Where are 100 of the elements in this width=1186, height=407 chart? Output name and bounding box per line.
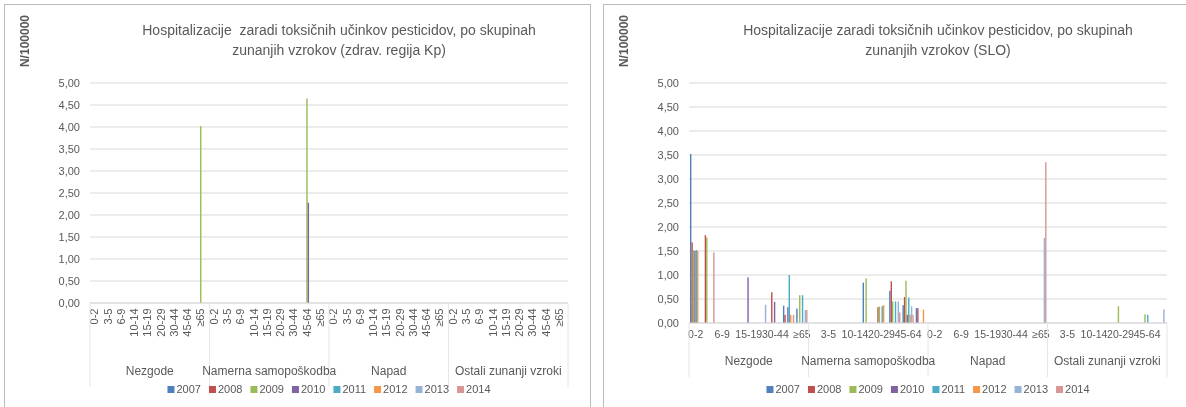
- x-tick-label: ≥65: [433, 308, 446, 327]
- y-axis-title: N/100000: [18, 14, 32, 68]
- x-tick-label: 15-19: [141, 308, 154, 337]
- y-tick-label: 2,00: [58, 209, 80, 222]
- x-tick-label: 10-14: [128, 308, 141, 337]
- x-tick-label: 0-2: [446, 308, 459, 325]
- x-tick-label: 20-29: [154, 308, 167, 337]
- x-tick-label: 10-14: [1080, 328, 1108, 341]
- x-tick-label: 10-14: [247, 308, 260, 337]
- x-tick-label: ≥65: [194, 308, 207, 327]
- x-tick-label: 20-29: [1107, 328, 1135, 341]
- x-tick-label: 30-44: [167, 308, 180, 337]
- legend-label: 2014: [1065, 383, 1090, 395]
- y-tick-label: 5,00: [657, 77, 679, 90]
- y-tick-label: 3,50: [657, 149, 679, 162]
- text: Namerna samopoškodba: [202, 364, 337, 378]
- x-tick-label: 20-29: [393, 308, 406, 337]
- x-tick-label: 20-29: [513, 308, 526, 337]
- x-tick-label: 20-29: [868, 328, 896, 341]
- x-tick-label: 30-44: [1000, 328, 1028, 341]
- x-tick-label: 45-64: [181, 308, 194, 337]
- x-tick-label: 30-44: [761, 328, 789, 341]
- legend-label: 2010: [899, 383, 925, 395]
- y-tick-label: 1,50: [58, 231, 80, 244]
- legend-label: 2007: [775, 383, 800, 395]
- y-tick-label: 4,50: [657, 101, 679, 114]
- y-tick-label: 4,50: [58, 99, 80, 112]
- chart-title: Hospitalizacije zaradi toksičnih učinkov pesticidov, po skupinah zunanjih vzrokov (zdrav. regija Kp): [142, 22, 536, 58]
- x-tick-label: ≥65: [552, 308, 565, 327]
- x-tick-label: 30-44: [526, 308, 539, 337]
- legend-label: 2012: [982, 383, 1007, 395]
- y-tick-label: 0,00: [58, 297, 80, 310]
- x-tick-label: 0-2: [927, 328, 943, 341]
- legend-label: 2007: [176, 383, 201, 395]
- y-tick-label: 1,50: [657, 245, 679, 258]
- x-tick-label: 10-14: [841, 328, 869, 341]
- y-tick-label: 0,50: [58, 275, 80, 288]
- y-tick-label: 1,00: [657, 269, 679, 282]
- legend-label: 2008: [816, 383, 842, 395]
- y-tick-label: 2,50: [657, 197, 679, 210]
- legend-label: 2011: [342, 383, 367, 395]
- legend-label: 2008: [217, 383, 243, 395]
- legend-label: 2011: [941, 383, 966, 395]
- y-axis-title: N/100000: [617, 14, 631, 68]
- x-tick-label: 45-64: [300, 308, 313, 337]
- y-tick-label: 3,00: [657, 173, 679, 186]
- y-tick-label: 4,00: [657, 125, 679, 138]
- x-tick-label: 6-9: [234, 308, 247, 325]
- y-tick-label: 2,50: [58, 187, 80, 200]
- legend-label: 2014: [466, 383, 491, 395]
- y-tick-label: 1,00: [58, 253, 80, 266]
- x-tick-label: 3-5: [1059, 328, 1076, 341]
- y-tick-label: 0,50: [657, 293, 679, 306]
- y-tick-label: 2,00: [657, 221, 679, 234]
- x-tick-label: 30-44: [406, 308, 419, 337]
- x-tick-label: 15-19: [974, 328, 1002, 341]
- x-tick-label: 30-44: [287, 308, 300, 337]
- x-tick-label: 6-9: [353, 308, 366, 325]
- x-tick-label: 45-64: [894, 328, 922, 341]
- x-tick-label: 45-64: [539, 308, 552, 337]
- x-tick-label: 3-5: [820, 328, 837, 341]
- legend-label: 2010: [300, 383, 326, 395]
- y-tick-label: 0,00: [657, 317, 679, 330]
- x-tick-label: 3-5: [221, 308, 234, 325]
- y-tick-label: 5,00: [58, 77, 80, 90]
- legend-label: 2009: [259, 383, 284, 395]
- text: Nezgode: [724, 354, 774, 368]
- legend-label: 2013: [424, 383, 450, 395]
- x-tick-label: 0-2: [327, 308, 340, 325]
- x-tick-label: 45-64: [1133, 328, 1161, 341]
- x-tick-label: 3-5: [101, 308, 114, 325]
- legend-label: 2012: [383, 383, 408, 395]
- x-tick-label: 15-19: [735, 328, 763, 341]
- x-tick-label: 6-9: [114, 308, 127, 325]
- y-tick-label: 3,50: [58, 143, 80, 156]
- text: Ostali zunanji vzroki: [454, 364, 562, 378]
- x-tick-label: 10-14: [367, 308, 380, 337]
- x-tick-label: 15-19: [499, 308, 512, 337]
- text: Ostali zunanji vzroki: [1053, 354, 1161, 368]
- legend-label: 2009: [858, 383, 883, 395]
- x-tick-label: 6-9: [473, 308, 486, 325]
- text: Nezgode: [125, 364, 175, 378]
- x-tick-label: 6-9: [714, 328, 730, 341]
- y-tick-label: 3,00: [58, 165, 80, 178]
- chart-title: Hospitalizacije zaradi toksičnih učinkov pesticidov, po skupinah zunanjih vzrokov (SLO): [743, 22, 1133, 58]
- x-tick-label: 3-5: [460, 308, 473, 325]
- x-tick-label: 10-14: [486, 308, 499, 337]
- x-tick-label: 0-2: [207, 308, 220, 325]
- x-tick-label: 0-2: [688, 328, 704, 341]
- x-tick-label: 3-5: [340, 308, 353, 325]
- text: Namerna samopoškodba: [801, 354, 936, 368]
- x-tick-label: 15-19: [380, 308, 393, 337]
- x-tick-label: 20-29: [274, 308, 287, 337]
- text: Napad: [371, 364, 407, 378]
- x-tick-label: 15-19: [260, 308, 273, 337]
- y-tick-label: 4,00: [58, 121, 80, 134]
- x-tick-label: 45-64: [420, 308, 433, 337]
- x-tick-label: 6-9: [953, 328, 969, 341]
- legend-label: 2013: [1023, 383, 1049, 395]
- x-tick-label: ≥65: [313, 308, 326, 327]
